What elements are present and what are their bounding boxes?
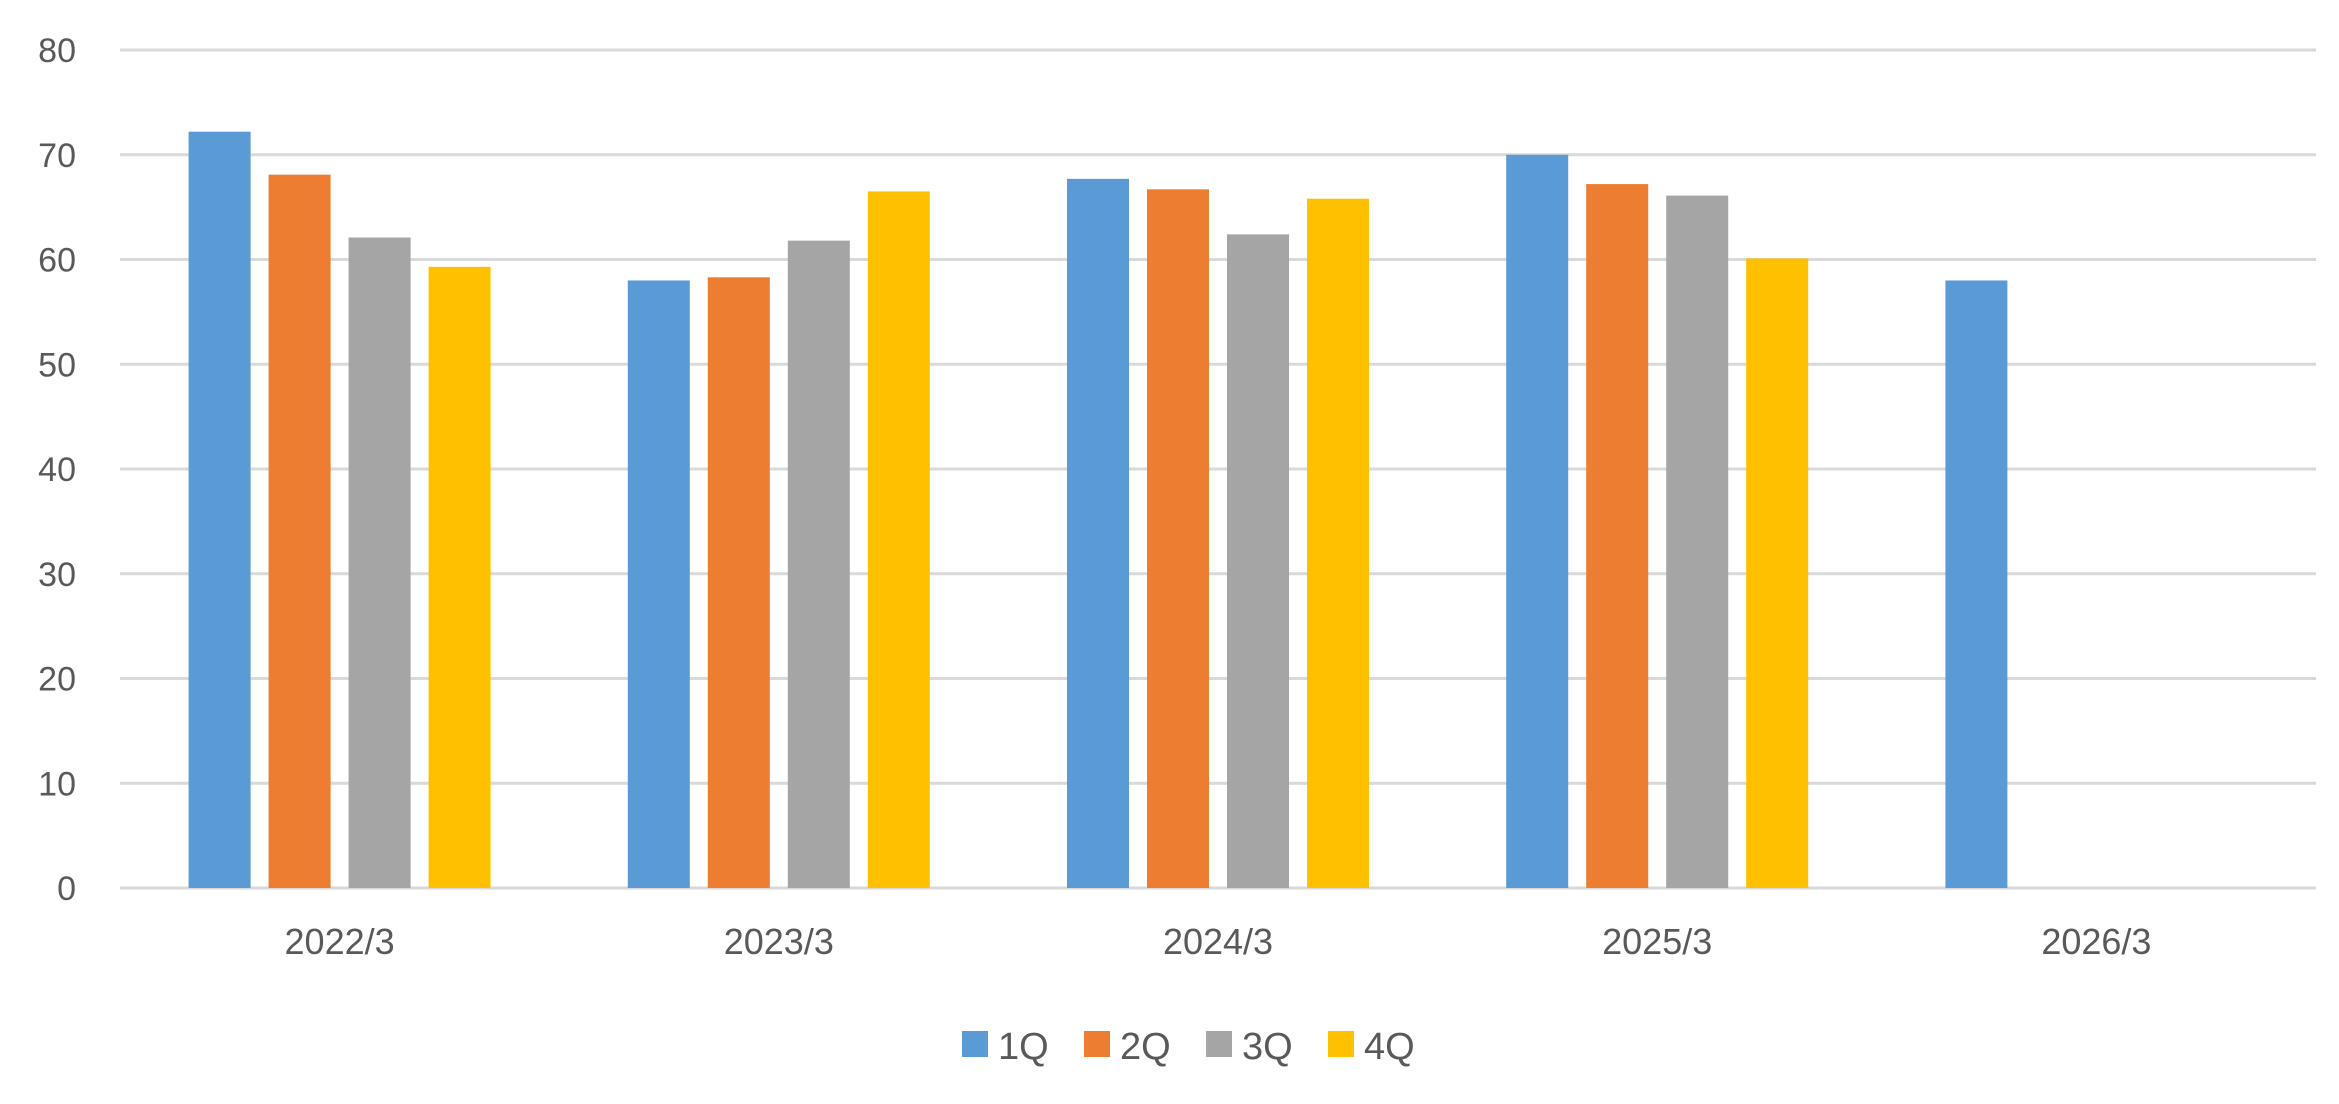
bar-2025-3-1Q — [1506, 154, 1569, 888]
bar-2023-3-2Q — [707, 277, 770, 888]
legend-label-2Q: 2Q — [1120, 1026, 1171, 1068]
x-category-label: 2025/3 — [1602, 921, 1712, 962]
y-tick-label: 10 — [38, 765, 76, 803]
legend-label-3Q: 3Q — [1242, 1026, 1293, 1068]
bar-2024-3-4Q — [1307, 198, 1369, 888]
legend-swatch-1Q — [962, 1031, 988, 1057]
bar-2023-3-3Q — [787, 240, 850, 888]
bar-2022-3-1Q — [188, 131, 251, 888]
x-axis-categories: 2022/3 2023/3 2024/3 2025/3 2026/3 — [285, 921, 2152, 962]
x-category-label: 2026/3 — [2041, 921, 2151, 962]
bar-2022-3-2Q — [268, 174, 331, 889]
bar-2024-3-3Q — [1227, 234, 1289, 889]
legend-swatch-4Q — [1328, 1031, 1354, 1057]
y-tick-label: 40 — [38, 451, 76, 489]
legend-swatch-2Q — [1084, 1031, 1110, 1057]
legend-swatch-3Q — [1206, 1031, 1232, 1057]
y-tick-label: 70 — [38, 137, 76, 175]
x-category-label: 2023/3 — [724, 921, 834, 962]
bar-2025-3-4Q — [1746, 258, 1809, 888]
bar-2025-3-2Q — [1586, 184, 1649, 888]
legend-label-1Q: 1Q — [998, 1026, 1049, 1068]
bar-2023-3-1Q — [627, 280, 690, 888]
bar-2026-3-1Q — [1945, 280, 2008, 888]
x-category-label: 2022/3 — [285, 921, 395, 962]
bar-2022-3-3Q — [348, 237, 411, 888]
y-tick-label: 60 — [38, 242, 76, 280]
bar-2022-3-4Q — [428, 266, 491, 888]
bar-2024-3-2Q — [1147, 189, 1209, 888]
legend: 1Q 2Q 3Q 4Q — [962, 1026, 1415, 1068]
y-tick-label: 20 — [38, 661, 76, 699]
x-category-label: 2024/3 — [1163, 921, 1273, 962]
bar-2024-3-1Q — [1067, 178, 1129, 888]
legend-label-4Q: 4Q — [1364, 1026, 1415, 1068]
y-tick-label: 80 — [38, 32, 76, 70]
bar-2025-3-3Q — [1666, 195, 1729, 889]
y-tick-label: 30 — [38, 556, 76, 594]
bars — [188, 131, 2008, 889]
y-tick-label: 50 — [38, 346, 76, 384]
y-tick-label: 0 — [57, 870, 76, 908]
y-axis-ticks: 0 10 20 30 40 50 60 70 80 — [38, 32, 76, 908]
bar-2023-3-4Q — [867, 191, 930, 889]
